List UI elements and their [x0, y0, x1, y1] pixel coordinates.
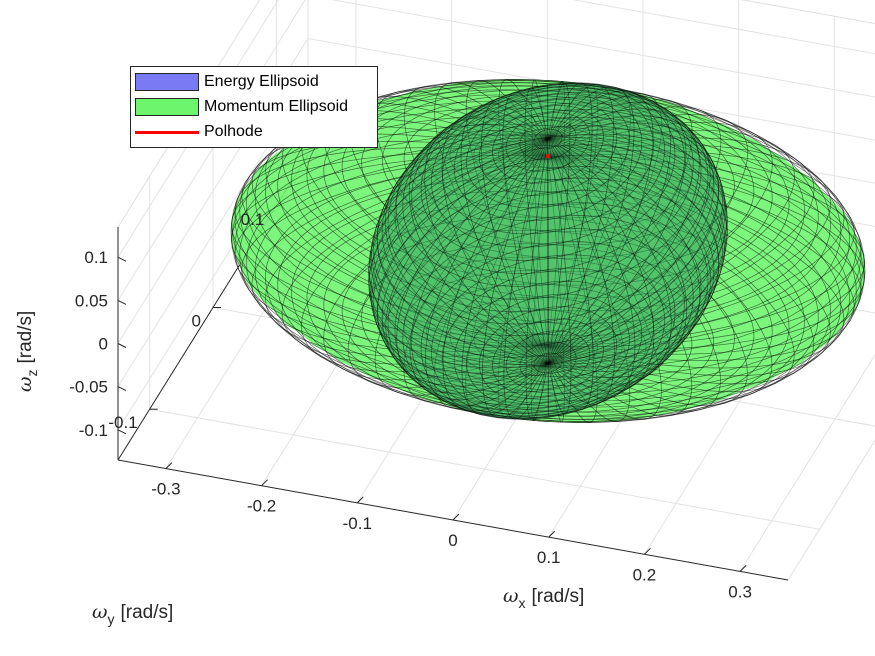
box-edge — [787, 439, 875, 581]
axis-labels: ωx [rad/s] ωy [rad/s] ωz[rad/s] — [14, 311, 584, 627]
x-tick-label: 0.2 — [633, 565, 657, 584]
mesh-parallel — [370, 109, 726, 358]
mesh-parallel — [533, 128, 563, 150]
x-tick — [739, 565, 747, 572]
mesh-parallel — [368, 116, 728, 368]
mesh-parallel — [478, 306, 618, 403]
z-tick — [117, 256, 127, 262]
mesh-parallel — [291, 190, 805, 423]
mesh-parallel — [265, 166, 831, 422]
mesh-parallel — [368, 134, 728, 386]
y-tick-label: -0.1 — [108, 413, 137, 432]
mesh-meridian — [547, 84, 549, 364]
mesh-parallel — [368, 125, 728, 377]
legend-swatch-polhode — [135, 130, 199, 134]
legend-label: Momentum Ellipsoid — [204, 98, 349, 115]
z-tick — [117, 429, 127, 435]
mesh-parallel — [402, 83, 694, 287]
x-tick-label: -0.3 — [151, 480, 180, 499]
z-axis-label: ωz[rad/s] — [14, 311, 40, 392]
mesh-parallel — [505, 112, 591, 172]
mesh-parallel — [533, 352, 563, 374]
mesh-parallel — [492, 318, 604, 397]
mesh-parallel — [246, 143, 850, 417]
mesh-parallel — [234, 124, 862, 408]
mesh-parallel — [431, 83, 665, 248]
legend-swatch-momentum — [135, 98, 199, 116]
mesh-parallel — [453, 89, 643, 222]
z-tick-label: 0.05 — [75, 291, 108, 310]
mesh-parallel — [492, 105, 604, 184]
box-edge — [740, 0, 875, 25]
x-tick — [165, 462, 173, 469]
mesh-parallel — [231, 115, 865, 402]
z-tick-label: -0.1 — [79, 421, 108, 440]
mesh-parallel — [387, 87, 709, 313]
gridline — [330, 0, 875, 98]
legend-label: Polhode — [204, 123, 263, 140]
mesh-parallel — [505, 330, 591, 390]
legend-item-momentum-ellipsoid[interactable]: Momentum Ellipsoid — [135, 96, 348, 118]
z-tick-label: -0.05 — [69, 378, 108, 397]
x-axis-label: ωx [rad/s] — [503, 585, 584, 611]
energy-ellipsoid — [368, 82, 728, 420]
mesh-meridian — [547, 138, 549, 418]
mesh-parallel — [453, 280, 643, 413]
mesh-parallel — [519, 341, 577, 382]
legend-item-energy-ellipsoid[interactable]: Energy Ellipsoid — [135, 71, 319, 93]
mesh-parallel — [230, 107, 866, 395]
y-axis-label: ωy [rad/s] — [92, 601, 173, 627]
z-tick — [117, 386, 127, 392]
polhode-point — [545, 153, 551, 159]
z-tick — [117, 343, 127, 348]
x-tick-label: 0 — [448, 531, 457, 550]
mesh-parallel — [376, 166, 720, 406]
gridline — [572, 0, 875, 55]
legend-label: Energy Ellipsoid — [204, 73, 319, 90]
legend: Energy Ellipsoid Momentum Ellipsoid Polh… — [130, 66, 378, 148]
gridline — [149, 408, 820, 530]
x-tick-label: -0.2 — [247, 497, 276, 516]
legend-item-polhode[interactable]: Polhode — [135, 121, 263, 143]
mesh-parallel — [387, 189, 709, 415]
mesh-parallel — [466, 93, 630, 209]
x-tick — [261, 479, 268, 487]
mesh-parallel — [381, 177, 715, 411]
mesh-parallel — [466, 293, 630, 409]
y-tick-label: 0.1 — [241, 210, 265, 229]
tick-labels: -0.3 -0.2 -0.1 0 0.1 0.2 0.3 0.1 0 -0.1 0.1 0.05 0 -0… — [69, 210, 752, 602]
mesh-parallel — [373, 102, 723, 348]
surface-layer — [230, 79, 866, 423]
mesh-parallel — [254, 154, 842, 420]
mesh-parallel — [239, 133, 857, 413]
mesh-parallel — [370, 144, 726, 393]
x-tick-label: 0.3 — [728, 582, 752, 601]
mesh-parallel — [442, 267, 654, 416]
mesh-parallel — [373, 154, 723, 400]
x-tick — [548, 530, 556, 538]
legend-swatch-energy — [135, 73, 199, 91]
x-tick — [452, 513, 460, 521]
z-tick-label: 0 — [99, 335, 108, 354]
axis-layer — [117, 154, 789, 581]
y-tick-label: 0 — [192, 312, 201, 331]
mesh-parallel — [442, 86, 654, 235]
z-tick — [117, 299, 127, 305]
z-tick-label: 0.1 — [84, 248, 108, 267]
x-tick — [356, 496, 364, 504]
mesh-parallel — [394, 202, 702, 417]
mesh-parallel — [376, 96, 720, 336]
x-tick-label: -0.1 — [343, 514, 372, 533]
mesh-parallel — [420, 241, 676, 420]
mesh-parallel — [431, 254, 665, 419]
x-tick-label: 0.1 — [537, 548, 561, 567]
x-tick — [644, 547, 651, 555]
